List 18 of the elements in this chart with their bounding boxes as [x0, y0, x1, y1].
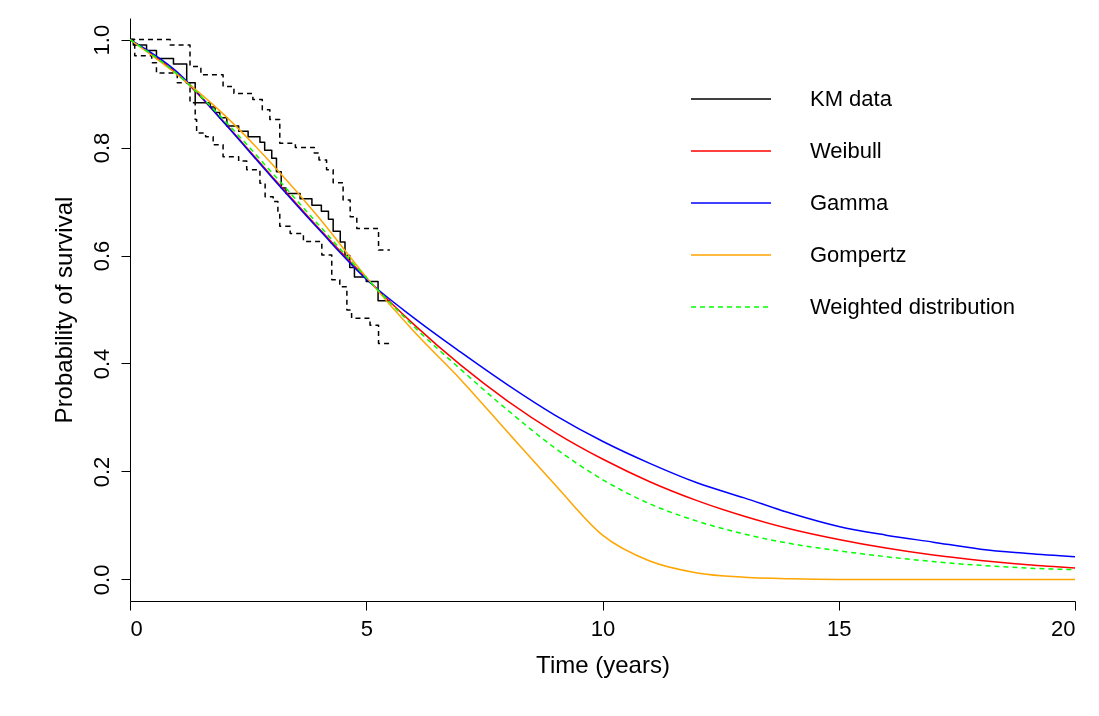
y-tick-label: 1.0 — [88, 24, 114, 56]
y-tick-label: 0.2 — [88, 456, 114, 488]
y-tick-label: 0.4 — [88, 348, 114, 380]
x-tick-label: 20 — [1051, 615, 1076, 641]
y-tick-label: 0.6 — [88, 240, 114, 272]
y-tick-label: 0.8 — [88, 132, 114, 164]
legend-label: Weighted distribution — [810, 294, 1016, 319]
legend-label: Gamma — [810, 190, 889, 215]
x-axis-title: Time (years) — [536, 650, 670, 678]
y-tick-label: 0.0 — [88, 564, 114, 596]
x-tick-label: 5 — [360, 615, 373, 641]
legend-label: Gompertz — [810, 242, 907, 267]
legend-label: KM data — [810, 86, 893, 111]
x-tick-label: 15 — [827, 615, 852, 641]
x-tick-label: 0 — [130, 615, 143, 641]
y-axis-title: Probability of survival — [49, 196, 77, 424]
legend-label: Weibull — [810, 138, 882, 163]
x-tick-label: 10 — [590, 615, 616, 641]
